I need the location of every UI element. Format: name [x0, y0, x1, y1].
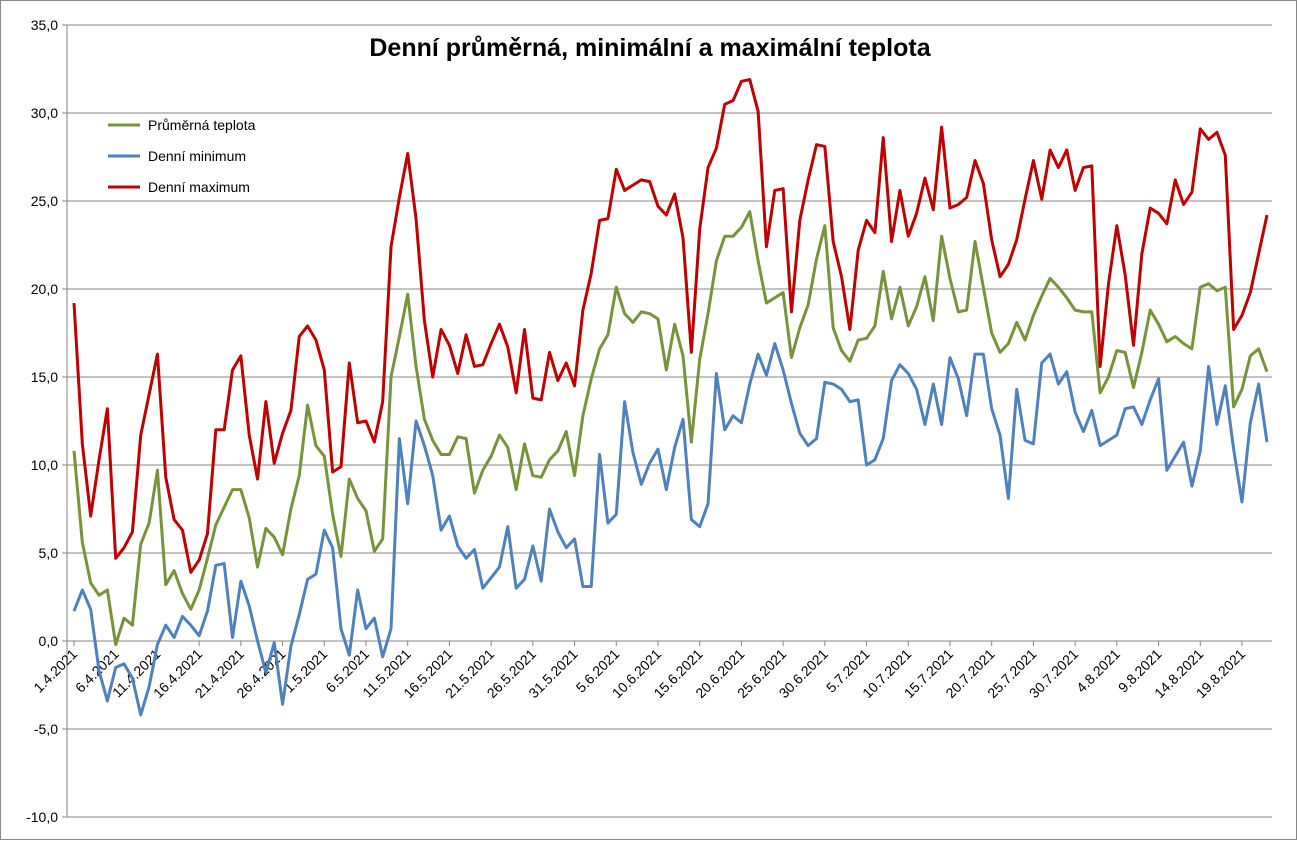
legend-label: Průměrná teplota [148, 117, 256, 133]
y-tick-label: 5,0 [39, 545, 59, 561]
y-tick-label: 25,0 [31, 193, 58, 209]
y-tick-label: -5,0 [34, 721, 58, 737]
chart-title: Denní průměrná, minimální a maximální te… [369, 34, 931, 62]
series-line [72, 210, 1269, 647]
series-line [72, 342, 1269, 717]
y-tick-label: 35,0 [31, 17, 58, 33]
legend-label: Denní maximum [148, 179, 250, 195]
y-tick-label: 0,0 [39, 633, 59, 649]
legend-label: Denní minimum [148, 148, 246, 164]
y-tick-label: 15,0 [31, 369, 58, 385]
y-tick-label: -10,0 [26, 809, 58, 825]
y-tick-label: 10,0 [31, 457, 58, 473]
y-tick-label: 20,0 [31, 281, 58, 297]
series-line [72, 78, 1269, 574]
y-tick-label: 30,0 [31, 105, 58, 121]
